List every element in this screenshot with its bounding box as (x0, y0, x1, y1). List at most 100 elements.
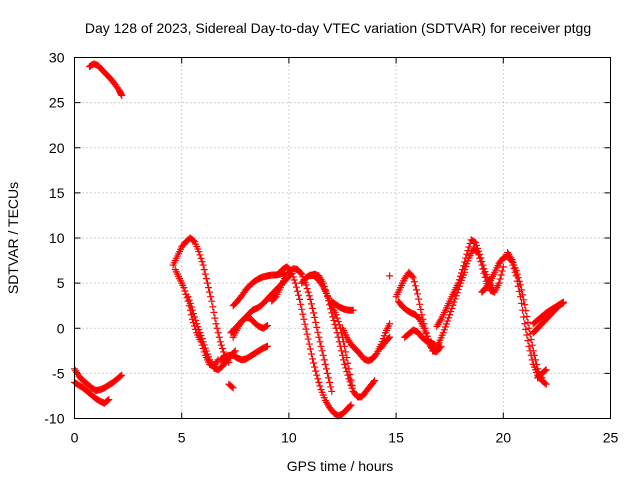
data-point (335, 321, 343, 329)
data-point (522, 325, 530, 333)
data-point (456, 272, 464, 280)
data-point (200, 341, 208, 349)
data-point (349, 306, 357, 314)
data-point (530, 351, 538, 359)
series-arc01 (86, 60, 126, 99)
data-point (380, 332, 388, 340)
data-point (516, 281, 524, 289)
data-point (315, 333, 323, 341)
data-point (310, 359, 318, 367)
data-point (315, 378, 323, 386)
data-point (187, 303, 195, 311)
data-point (323, 369, 331, 377)
chart-title: Day 128 of 2023, Sidereal Day-to-day VTE… (85, 20, 591, 36)
data-point (203, 279, 211, 287)
data-point (199, 338, 207, 346)
data-point (450, 298, 458, 306)
data-point (371, 377, 379, 385)
data-point (319, 351, 327, 359)
data-point (186, 299, 194, 307)
data-point (322, 365, 330, 373)
data-point (208, 297, 216, 305)
data-point (198, 335, 206, 343)
data-point (446, 311, 454, 319)
data-point (439, 329, 447, 337)
y-tick-labels: -10 -5 0 5 10 15 20 25 30 (44, 50, 64, 427)
data-point (385, 334, 393, 342)
data-point (211, 314, 219, 322)
data-point (314, 328, 322, 336)
data-point (188, 306, 196, 314)
data-point (306, 295, 314, 303)
data-point (341, 342, 349, 350)
data-point (372, 351, 380, 359)
data-point (297, 269, 305, 277)
series-arc22 (401, 326, 439, 348)
data-point (303, 285, 311, 293)
data-point (291, 279, 299, 287)
series-arc23 (433, 236, 497, 330)
series-arc09 (216, 342, 271, 364)
data-point (498, 267, 506, 275)
data-point (342, 364, 350, 372)
data-point (470, 238, 478, 246)
data-point (533, 360, 541, 368)
data-point (558, 299, 566, 307)
data-point (298, 305, 306, 313)
data-point (117, 372, 125, 380)
data-point (525, 342, 533, 350)
data-point (447, 308, 455, 316)
data-point (229, 384, 237, 392)
data-point (341, 360, 349, 368)
data-point (212, 320, 220, 328)
data-point (519, 291, 527, 299)
data-point (303, 330, 311, 338)
y-tick-label: 10 (49, 230, 65, 246)
y-tick-label: -10 (44, 411, 64, 427)
data-point (445, 314, 453, 322)
data-point (307, 300, 315, 308)
data-point (477, 258, 485, 266)
data-point (411, 282, 419, 290)
data-point (436, 344, 444, 352)
data-point (416, 300, 424, 308)
y-tick-label: 15 (49, 185, 65, 201)
data-point (193, 320, 201, 328)
plot-frame (74, 57, 611, 419)
data-point (118, 91, 126, 99)
x-tick-label: 10 (281, 430, 297, 446)
data-point (305, 340, 313, 348)
data-point (541, 379, 549, 387)
data-point (328, 387, 336, 395)
data-point (418, 311, 426, 319)
data-point (314, 375, 322, 383)
data-point (317, 342, 325, 350)
data-point (304, 335, 312, 343)
data-point (181, 287, 189, 295)
data-point (197, 331, 205, 339)
data-point (215, 333, 223, 341)
data-point (497, 271, 505, 279)
data-point (209, 303, 217, 311)
data-point (344, 359, 352, 367)
data-point (334, 317, 342, 325)
data-point (320, 356, 328, 364)
data-point (347, 376, 355, 384)
data-point (210, 308, 218, 316)
data-point (531, 356, 539, 364)
series-arc11 (225, 380, 237, 392)
data-point (408, 272, 416, 280)
data-point (304, 288, 312, 296)
data-point (524, 337, 532, 345)
data-point (342, 348, 350, 356)
data-point (370, 378, 378, 386)
data-point (526, 330, 534, 338)
data-point (521, 320, 529, 328)
data-point (347, 401, 355, 409)
data-marks (71, 60, 567, 420)
series-arc13 (274, 263, 355, 420)
data-point (301, 320, 309, 328)
data-point (206, 288, 214, 296)
data-point (297, 300, 305, 308)
data-point (476, 254, 484, 262)
